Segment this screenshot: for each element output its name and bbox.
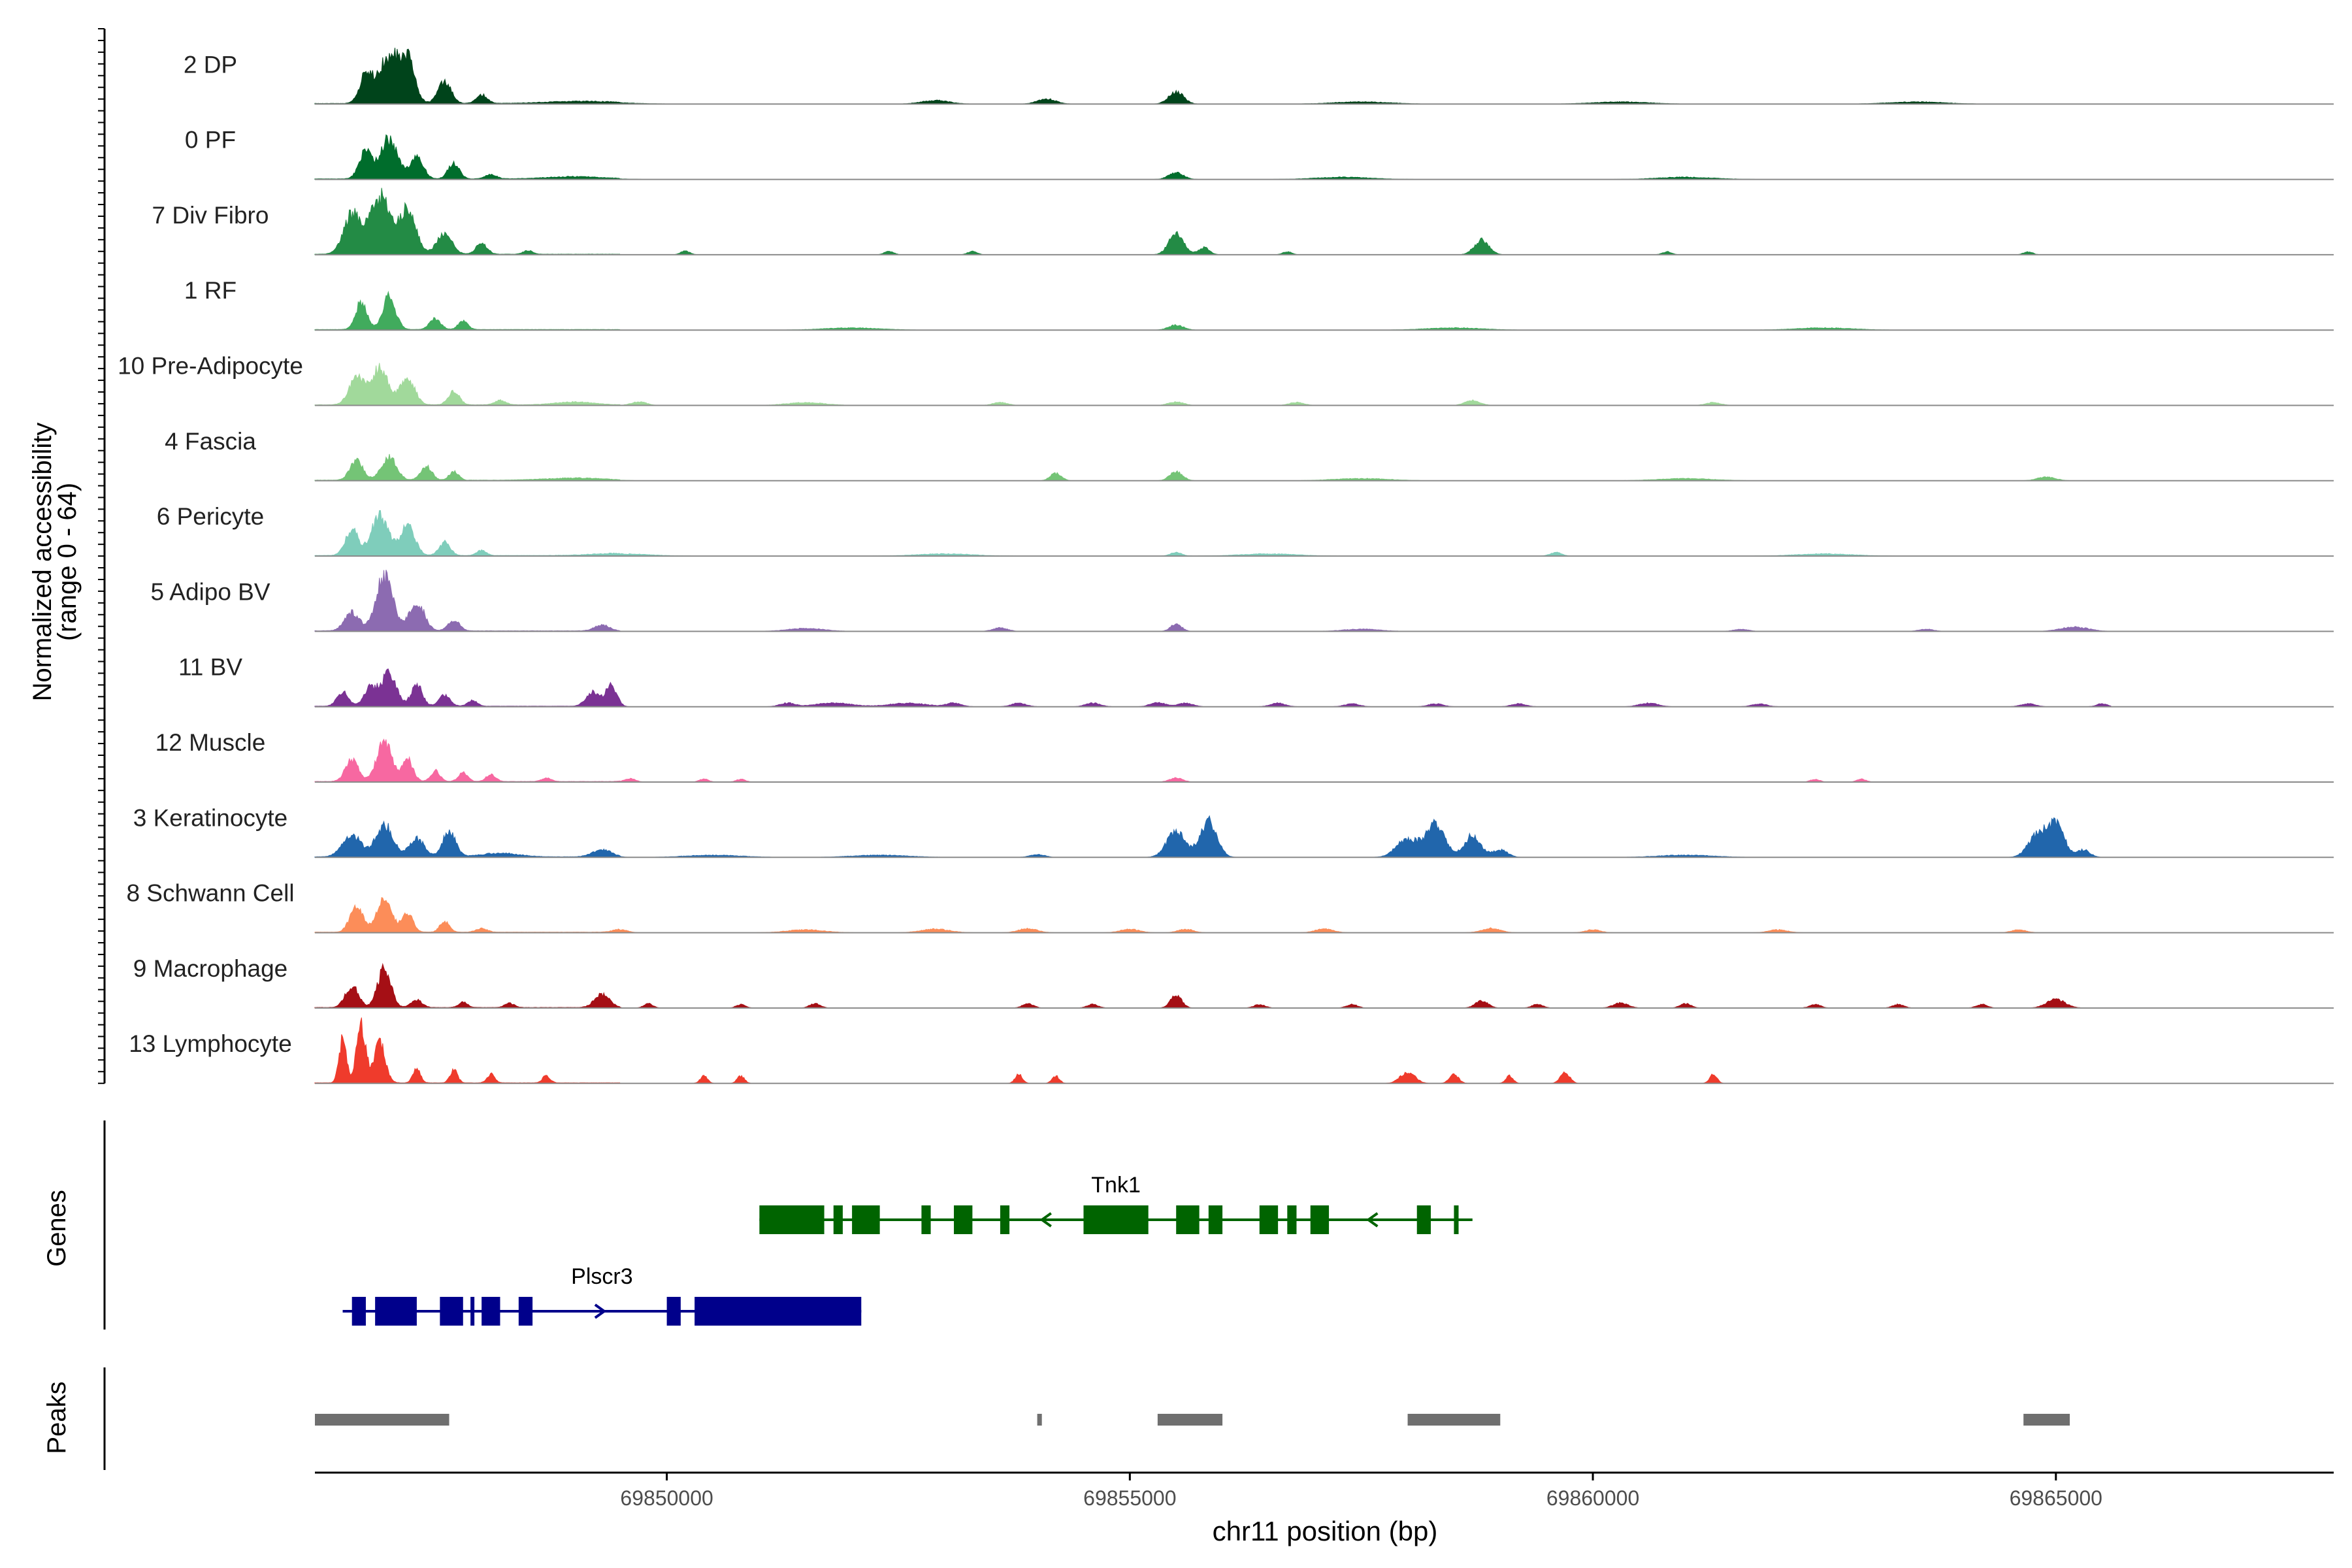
strand-arrow: [1365, 1212, 1379, 1228]
track-9: 12 Muscle: [155, 729, 2334, 783]
track-label: 12 Muscle: [155, 729, 266, 756]
peak-region: [1407, 1414, 1501, 1426]
track-label: 4 Fascia: [165, 428, 256, 455]
gene-exon: [921, 1205, 931, 1234]
gene-annotation-panel: Tnk1 Plscr3: [103, 1120, 1473, 1330]
x-axis-title: chr11 position (bp): [1213, 1516, 1438, 1546]
track-8: 11 BV: [178, 654, 2334, 708]
gene-exon: [833, 1205, 843, 1234]
gene-exon: [759, 1205, 825, 1234]
track-label: 2 DP: [184, 51, 237, 78]
track-1: 0 PF: [185, 127, 2334, 180]
track-13: 13 Lymphocyte: [129, 1017, 2334, 1085]
track-label: 1 RF: [184, 277, 237, 304]
gene-exon: [1310, 1205, 1330, 1234]
track-label: 9 Macrophage: [133, 955, 288, 982]
track-0: 2 DP: [184, 48, 2334, 105]
peak-region: [315, 1414, 449, 1426]
gene-exon: [954, 1205, 973, 1234]
strand-arrow: [594, 1303, 607, 1319]
track-label: 5 Adipo BV: [150, 578, 270, 605]
peaks-panel-label: Peaks: [42, 1381, 71, 1454]
track-3: 1 RF: [184, 277, 2334, 331]
y-axis-title-line2: (range 0 - 64): [53, 483, 82, 641]
track-label: 10 Pre-Adipocyte: [118, 353, 303, 380]
track-5: 4 Fascia: [165, 428, 2334, 482]
track-12: 9 Macrophage: [133, 955, 2334, 1009]
gene-exon: [1259, 1205, 1279, 1234]
gene-exon: [666, 1297, 681, 1326]
gene-tnk1: Tnk1: [759, 1173, 1473, 1234]
gene-exon: [518, 1297, 533, 1326]
gene-plscr3: Plscr3: [342, 1264, 862, 1326]
gene-exon: [351, 1297, 366, 1326]
gene-name-label: Tnk1: [1091, 1173, 1141, 1198]
track-label: 11 BV: [178, 654, 242, 681]
track-label: 8 Schwann Cell: [126, 880, 294, 907]
gene-exon: [1454, 1205, 1459, 1234]
x-tick-label: 69850000: [620, 1486, 713, 1510]
track-6: 6 Pericyte: [157, 503, 2334, 557]
track-label: 0 PF: [185, 127, 236, 154]
gene-exon: [1208, 1205, 1223, 1234]
peak-region: [2023, 1414, 2070, 1426]
gene-exon: [1000, 1205, 1010, 1234]
track-label: 6 Pericyte: [157, 503, 265, 530]
gene-exon: [440, 1297, 463, 1326]
track-label: 3 Keratinocyte: [133, 804, 288, 831]
track-7: 5 Adipo BV: [150, 570, 2334, 632]
gene-exon: [1416, 1205, 1431, 1234]
track-11: 8 Schwann Cell: [126, 880, 2334, 934]
gene-exon: [470, 1297, 475, 1326]
gene-exon: [1083, 1205, 1149, 1234]
track-label: 13 Lymphocyte: [129, 1030, 292, 1057]
x-tick-label: 69860000: [1546, 1486, 1639, 1510]
peak-region: [1037, 1414, 1042, 1426]
x-axis: 69850000 69855000 69860000 69865000: [315, 1471, 2334, 1510]
y-axis-title-line1: Normalized accessibility: [28, 423, 57, 702]
x-tick-label: 69865000: [2010, 1486, 2102, 1510]
gene-exon: [482, 1297, 500, 1326]
peaks-panel: [103, 1367, 2070, 1470]
genes-panel-label: Genes: [42, 1190, 71, 1267]
gene-exon: [375, 1297, 417, 1326]
gene-exon: [852, 1205, 880, 1234]
peak-region: [1157, 1414, 1223, 1426]
gene-exon: [1287, 1205, 1297, 1234]
gene-exon: [1176, 1205, 1200, 1234]
track-2: 7 Div Fibro: [152, 188, 2334, 255]
track-4: 10 Pre-Adipocyte: [118, 353, 2334, 406]
gene-name-label: Plscr3: [571, 1264, 632, 1289]
coverage-tracks: 2 DP 0 PF 7 Div Fibro 1 RF 10 Pre-Adipocyte 4…: [98, 28, 2334, 1085]
track-label: 7 Div Fibro: [152, 202, 269, 229]
gene-exon: [694, 1297, 862, 1326]
track-10: 3 Keratinocyte: [133, 804, 2334, 858]
strand-arrow: [1039, 1212, 1052, 1228]
x-tick-label: 69855000: [1083, 1486, 1176, 1510]
